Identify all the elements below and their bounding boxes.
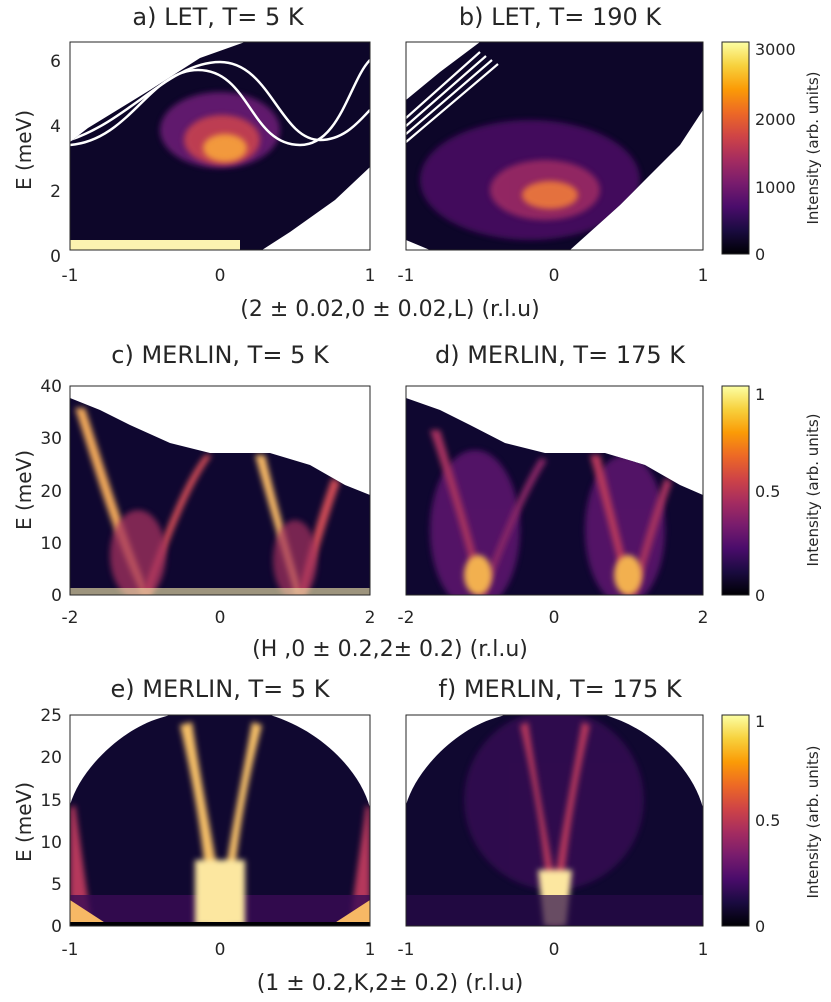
colorbar-3-tick-0: 0	[755, 917, 765, 936]
xtick-b-0: 0	[549, 266, 560, 286]
xtick-a-neg1: -1	[62, 266, 79, 286]
xtick-f-0: 0	[549, 940, 560, 960]
panel-e-title: e) MERLIN, T= 5 K	[111, 675, 331, 703]
colorbar-2: 0 0.5 1 Intensity (arb. units)	[721, 385, 822, 605]
panel-d: d) MERLIN, T= 175 K -2 0 2	[398, 341, 709, 628]
panel-f-title: f) MERLIN, T= 175 K	[438, 675, 682, 703]
colorbar-1-tick-2000: 2000	[755, 110, 796, 129]
ytick-c-20: 20	[40, 482, 62, 502]
xtick-c-2: 2	[365, 608, 376, 628]
heatmap-b-intensity	[406, 51, 640, 240]
panel-e: e) MERLIN, T= 5 K -1 0 1 0 5 10 15 20 25…	[12, 675, 375, 960]
ytick-e-20: 20	[40, 748, 62, 768]
heatmap-a-intensity	[70, 92, 280, 250]
ylabel-a: E (meV)	[12, 110, 36, 190]
heatmap-e-background	[70, 715, 370, 926]
axes-b-frame	[405, 41, 704, 251]
ytick-a-6: 6	[50, 52, 61, 72]
ytick-a-4: 4	[50, 117, 61, 137]
ytick-c-0: 0	[51, 586, 62, 606]
dispersion-curves	[70, 59, 370, 147]
xtick-b-1: 1	[698, 266, 709, 286]
ylabel-e: E (meV)	[12, 782, 36, 862]
xtick-c-0: 0	[215, 608, 226, 628]
ytick-e-25: 25	[40, 706, 62, 726]
ytick-c-10: 10	[40, 534, 62, 554]
ytick-e-5: 5	[51, 875, 62, 895]
xtick-e-0: 0	[215, 940, 226, 960]
row-1-xlabel: (2 ± 0.02,0 ± 0.02,L) (r.l.u)	[240, 297, 539, 322]
colorbar-1-tick-3000: 3000	[755, 40, 796, 59]
xtick-a-1: 1	[365, 266, 376, 286]
colorbar-2-label: Intensity (arb. units)	[804, 413, 822, 566]
colorbar-1-label: Intensity (arb. units)	[804, 71, 822, 224]
heatmap-e-intensity	[70, 722, 370, 926]
axes-f-frame	[405, 714, 704, 927]
panel-c: c) MERLIN, T= 5 K -2 0 2 0 10 20 30 40 E…	[12, 341, 375, 628]
axes-c-ticks: -2 0 2 0 10 20 30 40	[40, 377, 375, 628]
ytick-a-0: 0	[50, 247, 61, 267]
ytick-e-10: 10	[40, 833, 62, 853]
xtick-c-neg2: -2	[62, 608, 79, 628]
ytick-a-2: 2	[50, 182, 61, 202]
axes-f-ticks: -1 0 1	[398, 940, 709, 960]
xtick-a-0: 0	[215, 266, 226, 286]
row-2-xlabel: (H ,0 ± 0.2,2± 0.2) (r.l.u)	[252, 637, 528, 662]
colorbar-3-tick-0.5: 0.5	[755, 811, 780, 830]
colorbar-1-tick-0: 0	[755, 245, 765, 264]
row-3-xlabel: (1 ± 0.2,K,2± 0.2) (r.l.u)	[257, 971, 524, 996]
xtick-e-1: 1	[365, 940, 376, 960]
colorbar-2-gradient	[721, 385, 750, 596]
panel-d-title: d) MERLIN, T= 175 K	[435, 341, 686, 369]
axes-a-ticks: -1 0 1 0 2 4 6	[50, 52, 375, 286]
colorbar-3-gradient	[721, 714, 750, 927]
colorbar-2-tick-0.5: 0.5	[755, 482, 780, 501]
ytick-e-15: 15	[40, 791, 62, 811]
colorbar-2-tick-1: 1	[755, 385, 765, 404]
panel-a-title: a) LET, T= 5 K	[132, 3, 304, 31]
xtick-f-neg1: -1	[398, 940, 415, 960]
axes-e-frame	[69, 714, 371, 927]
colorbar-2-tick-0: 0	[755, 586, 765, 605]
heatmap-c-intensity	[70, 408, 370, 595]
xtick-f-1: 1	[698, 940, 709, 960]
axes-a-frame	[69, 41, 371, 251]
colorbar-1-gradient	[721, 41, 750, 255]
ylabel-c: E (meV)	[12, 450, 36, 530]
panel-b: b) LET, T= 190 K -1 0 1	[398, 3, 709, 286]
heatmap-d-intensity	[430, 430, 672, 595]
heatmap-f-intensity	[406, 715, 703, 926]
colorbar-3-tick-1: 1	[755, 712, 765, 731]
xtick-d-0: 0	[549, 608, 560, 628]
ytick-c-30: 30	[40, 429, 62, 449]
colorbar-3-label: Intensity (arb. units)	[804, 745, 822, 898]
axes-b-ticks: -1 0 1	[398, 266, 709, 286]
panel-b-title: b) LET, T= 190 K	[459, 3, 663, 31]
panel-f: f) MERLIN, T= 175 K -1 0 1	[398, 675, 709, 960]
axes-c-frame	[69, 385, 371, 596]
axes-e-ticks: -1 0 1 0 5 10 15 20 25	[40, 706, 375, 960]
panel-c-title: c) MERLIN, T= 5 K	[111, 341, 330, 369]
axes-d-frame	[405, 385, 704, 596]
colorbar-1-tick-1000: 1000	[755, 178, 796, 197]
axes-d-ticks: -2 0 2	[398, 608, 709, 628]
xtick-d-neg2: -2	[398, 608, 415, 628]
ytick-c-40: 40	[40, 377, 62, 397]
panel-a: a) LET, T= 5 K -1 0 1 0 2 4 6 E (meV)	[12, 3, 375, 286]
colorbar-3: 0 0.5 1 Intensity (arb. units)	[721, 712, 822, 936]
xtick-e-neg1: -1	[62, 940, 79, 960]
xtick-d-2: 2	[698, 608, 709, 628]
colorbar-1: 0 1000 2000 3000 Intensity (arb. units)	[721, 40, 822, 264]
xtick-b-neg1: -1	[398, 266, 415, 286]
ytick-e-0: 0	[51, 917, 62, 937]
